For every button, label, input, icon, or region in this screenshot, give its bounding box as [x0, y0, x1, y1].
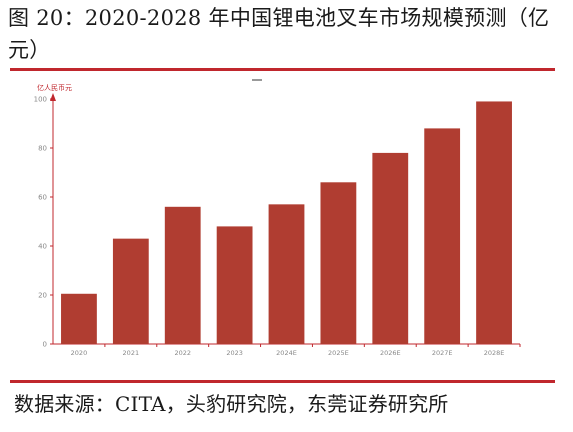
- bar-2025E: [320, 182, 357, 344]
- top-divider: [10, 68, 555, 71]
- x-tick-labels: 2020 2021 2022 2023 2024E 2025E 2026E 2027E 2028…: [71, 344, 521, 357]
- x-tick-label: 2026E: [380, 349, 401, 357]
- y-axis: [50, 93, 56, 344]
- x-tick-label: 2024E: [276, 349, 297, 357]
- bar-2026E: [372, 152, 409, 344]
- figure-title: 图 20：2020-2028 年中国锂电池叉车市场规模预测（亿元）: [8, 6, 550, 62]
- y-tick-label: 60: [38, 194, 47, 202]
- bar-2024E: [268, 204, 305, 344]
- y-tick-label: 40: [38, 243, 47, 251]
- bar-2020: [61, 293, 97, 344]
- bars-group: [61, 101, 512, 344]
- y-axis-label: 亿人民币元: [37, 83, 72, 92]
- bar-2027E: [424, 128, 461, 344]
- bar-2021: [112, 238, 149, 344]
- x-tick-label: 2022: [174, 349, 191, 357]
- x-tick-label: 2020: [71, 349, 88, 357]
- x-tick-label: 2028E: [484, 349, 505, 357]
- y-axis-arrow: [50, 93, 56, 101]
- x-tick-label: 2023: [226, 349, 243, 357]
- bottom-divider: [10, 380, 555, 383]
- y-tick-label: 0: [43, 341, 47, 349]
- bar-2028E: [476, 101, 512, 344]
- y-tick-label: 100: [34, 96, 47, 104]
- bar-2023: [216, 226, 253, 344]
- bar-chart: 亿人民币元 2020 2021 2022 2023 2024E 2025E 2026E 202…: [34, 79, 521, 357]
- y-tick-labels: 0 20 40 60 80 100: [34, 96, 53, 349]
- source-note: 数据来源：CITA，头豹研究院，东莞证券研究所: [14, 392, 449, 416]
- x-tick-label: 2021: [123, 349, 140, 357]
- x-tick-label: 2027E: [432, 349, 453, 357]
- y-tick-label: 80: [38, 145, 47, 153]
- y-tick-label: 20: [38, 292, 47, 300]
- bar-2022: [164, 206, 201, 344]
- x-tick-label: 2025E: [328, 349, 349, 357]
